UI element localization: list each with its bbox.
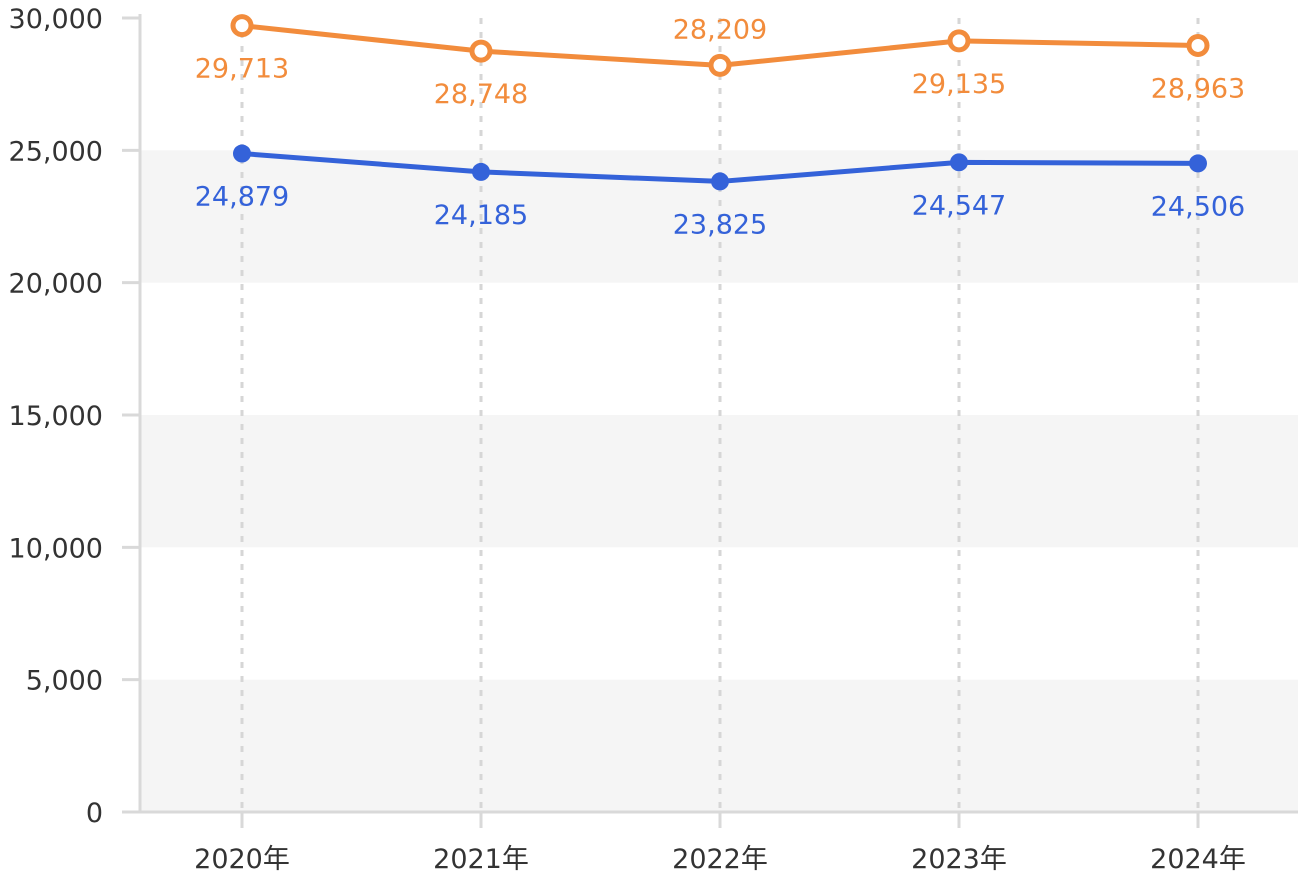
data-label: 28,748 xyxy=(434,79,528,110)
data-label: 24,879 xyxy=(195,182,289,213)
y-tick-label: 10,000 xyxy=(9,533,103,564)
data-label: 28,963 xyxy=(1151,73,1245,104)
data-point xyxy=(711,172,729,191)
x-tick-label: 2023年 xyxy=(911,844,1007,875)
series-2: 24,879 24,185 23,825 24,547 24,506 xyxy=(195,144,1245,240)
x-tick-label: 2022年 xyxy=(672,844,768,875)
data-label: 24,506 xyxy=(1151,191,1245,222)
x-axis-ticks: 2020年 2021年 2022年 2023年 2024年 xyxy=(194,812,1246,875)
y-tick-label: 5,000 xyxy=(26,666,103,697)
y-tick-label: 15,000 xyxy=(9,401,103,432)
data-point xyxy=(472,162,490,181)
y-tick-label: 0 xyxy=(86,798,103,829)
data-point xyxy=(1189,154,1207,173)
data-label: 29,135 xyxy=(912,69,1006,100)
vertical-gridlines xyxy=(240,18,1200,812)
y-tick-label: 25,000 xyxy=(9,136,103,167)
data-point xyxy=(947,29,971,53)
x-tick-label: 2021年 xyxy=(433,844,529,875)
data-point xyxy=(233,144,251,163)
y-axis-ticks: 0 5,000 10,000 15,000 20,000 25,000 30,000 xyxy=(9,4,140,829)
data-point xyxy=(950,153,968,172)
data-label: 24,185 xyxy=(434,200,528,231)
y-tick-label: 20,000 xyxy=(9,269,103,300)
series-group: 29,713 28,748 28,209 29,135 28,963 24,879 24,1… xyxy=(195,14,1245,240)
x-tick-label: 2020年 xyxy=(194,844,290,875)
x-tick-label: 2024年 xyxy=(1150,844,1246,875)
series-1: 29,713 28,748 28,209 29,135 28,963 xyxy=(195,14,1245,110)
data-point xyxy=(230,14,254,38)
data-point xyxy=(708,53,732,77)
data-label: 23,825 xyxy=(673,209,767,240)
data-point xyxy=(469,39,493,63)
data-point xyxy=(1186,33,1210,57)
y-tick-label: 30,000 xyxy=(9,4,103,35)
data-label: 28,209 xyxy=(673,14,767,45)
data-label: 29,713 xyxy=(195,54,289,85)
data-label: 24,547 xyxy=(912,190,1006,221)
